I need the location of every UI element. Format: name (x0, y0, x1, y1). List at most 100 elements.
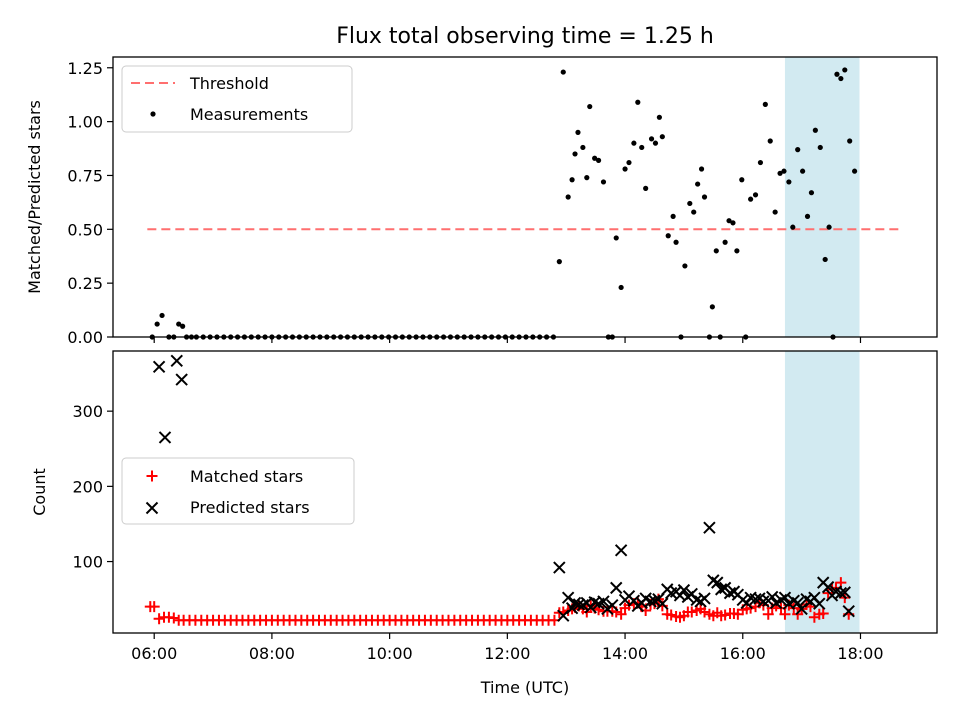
predicted-point (842, 604, 855, 618)
measurement-point (795, 147, 801, 153)
measurement-point (635, 99, 641, 105)
measurement-point (575, 129, 581, 135)
matched-point (148, 601, 160, 613)
measurement-point (631, 140, 637, 146)
measurement-point (626, 159, 632, 166)
x-tick-label: 10:00 (367, 644, 413, 663)
y-tick-label: 1.00 (67, 113, 103, 132)
measurement-point (730, 220, 736, 226)
measurement-point (790, 224, 796, 230)
measurement-point (852, 168, 858, 174)
measurement-point (682, 263, 688, 269)
measurement-point (665, 233, 671, 239)
predicted-point (749, 592, 762, 606)
x-tick-label: 14:00 (602, 644, 648, 663)
measurement-point (670, 213, 676, 219)
y-tick-label: 0.00 (67, 328, 103, 347)
measurement-point (565, 194, 571, 200)
measurement-point (569, 177, 575, 183)
predicted-point (703, 521, 716, 534)
measurement-point (695, 181, 701, 187)
predicted-point (757, 595, 770, 608)
y-tick-label: 0.75 (67, 166, 103, 185)
predicted-point (791, 596, 804, 610)
legend-box (121, 65, 353, 133)
x-tick-label: 18:00 (837, 644, 883, 663)
x-tick-label: 12:00 (484, 644, 530, 663)
predicted-point (778, 591, 792, 604)
predicted-point (644, 595, 657, 608)
predicted-point (614, 544, 628, 557)
legend-threshold-label: Threshold (189, 74, 269, 93)
y-tick-label: 100 (72, 553, 103, 572)
measurement-point (762, 101, 768, 107)
highlight-band (784, 351, 860, 633)
measurement-point (757, 159, 764, 166)
measurement-point (580, 144, 586, 151)
measurement-point (180, 323, 186, 329)
y-tick-label: 300 (72, 402, 103, 421)
axes-frame (112, 350, 938, 634)
measurement-point (652, 140, 659, 146)
measurement-point (767, 138, 773, 144)
y-tick-label: 1.25 (67, 59, 103, 78)
matched-point (168, 612, 180, 624)
legend-measurements-swatch (150, 111, 156, 117)
predicted-point (656, 597, 669, 610)
measurement-point (709, 304, 715, 310)
measurement-point (804, 213, 811, 219)
x-tick-label: 06:00 (131, 644, 177, 663)
legend-bottom: Matched stars Predicted stars (121, 457, 355, 525)
measurement-point (587, 103, 593, 110)
measurement-point (752, 192, 759, 198)
predicted-point (175, 373, 188, 386)
measurement-point (722, 239, 728, 245)
measurement-point (595, 157, 602, 163)
measurement-point (826, 224, 832, 230)
measurement-point (739, 177, 745, 183)
y-axis-label: Matched/Predicted stars (25, 100, 44, 294)
predicted-point (561, 591, 575, 604)
measurement-point (592, 155, 598, 161)
x-axis-label: Time (UTC) (480, 678, 569, 697)
legend-measurements-label: Measurements (190, 105, 308, 124)
measurement-point (812, 127, 818, 133)
measurement-point (656, 114, 662, 120)
measurement-point (726, 218, 732, 224)
matched-point (665, 609, 677, 621)
bottom-panel: 100 200 300 06:00 08:00 10:00 12:00 14:00 16:00 1… (30, 350, 938, 697)
x-tick-label: 16:00 (720, 644, 766, 663)
matched-point (719, 609, 731, 621)
measurement-point (618, 284, 624, 291)
predicted-point (597, 595, 610, 608)
predicted-point (158, 431, 172, 444)
measurement-point (713, 248, 719, 254)
predicted-point (152, 360, 166, 373)
predicted-point (813, 597, 826, 610)
legend-box (121, 457, 355, 525)
legend-top: Threshold Measurements (121, 65, 353, 133)
chart-title: Flux total observing time = 1.25 h (336, 24, 714, 49)
x-tick-label: 08:00 (249, 644, 295, 663)
measurement-point (584, 175, 590, 181)
legend-matched-swatch (146, 470, 158, 482)
top-panel: 0.00 0.25 0.50 0.75 1.00 1.25 Matched/Predicte… (25, 56, 938, 347)
predicted-point (568, 596, 582, 610)
matched-point (615, 608, 627, 620)
measurement-point (648, 136, 655, 142)
predicted-point (838, 586, 851, 599)
predicted-point (170, 354, 183, 367)
legend-predicted-label: Predicted stars (190, 498, 310, 517)
measurement-point (659, 134, 665, 140)
matched-point (686, 606, 698, 618)
measurement-point (842, 67, 848, 73)
measurement-point (687, 200, 693, 207)
highlight-band (784, 57, 860, 337)
predicted-point (606, 598, 619, 612)
measurement-point (847, 138, 853, 144)
measurement-point (154, 321, 160, 327)
y-tick-label: 0.50 (67, 220, 103, 239)
predicted-point (698, 592, 711, 605)
measurement-point (786, 179, 792, 185)
measurement-point (781, 168, 787, 174)
